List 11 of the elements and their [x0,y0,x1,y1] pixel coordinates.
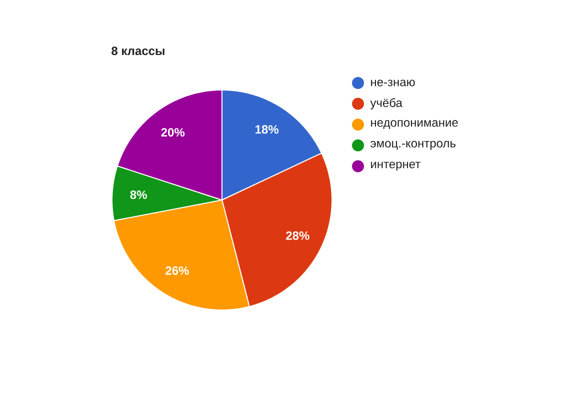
legend-label: интернет [371,162,420,171]
data-label: 26% [166,266,189,275]
data-label: 18% [256,125,278,134]
data-label: 28% [286,231,310,240]
data-label: 8% [130,190,147,200]
legend-label: недопонимание [371,120,458,130]
legend-label: учёба [370,98,402,110]
legend-label: эмоц.-контроль [370,140,456,150]
data-label: 20% [161,128,185,137]
chart-title: 8 классы [112,46,164,56]
legend-label: не-знаю [371,80,415,86]
